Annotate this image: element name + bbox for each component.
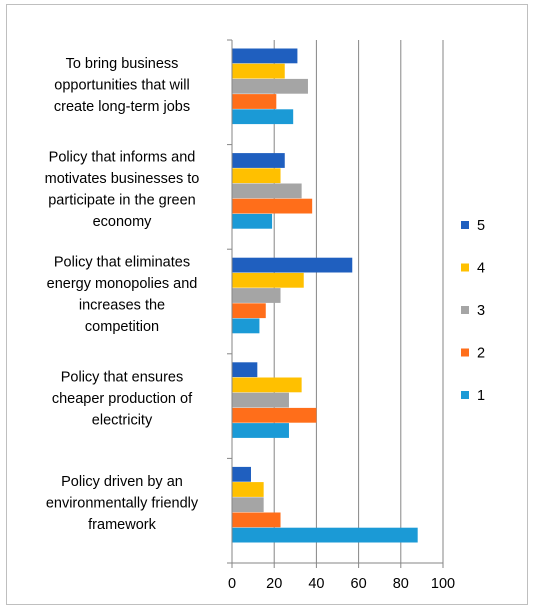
axes <box>227 39 444 568</box>
bar-series-3 <box>232 183 302 199</box>
x-tick-label: 60 <box>351 576 367 592</box>
bar-series-5 <box>232 153 285 168</box>
bar-series-3 <box>232 497 264 513</box>
bar-series-2 <box>232 407 317 423</box>
legend-label: 4 <box>477 261 485 277</box>
bar-series-2 <box>232 512 281 528</box>
legend-swatch-3 <box>461 306 469 314</box>
bar-series-1 <box>232 318 260 334</box>
category-label: Policy driven by an environmentally frien… <box>46 474 199 533</box>
category-label-line: increases the <box>79 297 165 313</box>
category-label-line: cheaper production of <box>52 391 193 407</box>
legend-swatch-5 <box>461 221 469 229</box>
category-label-line: competition <box>85 319 159 335</box>
tick-labels: 0 20 40 60 80 100 <box>228 576 455 592</box>
bar-series-4 <box>232 168 281 184</box>
bar-series-5 <box>232 48 298 64</box>
bar-series-5 <box>232 466 251 482</box>
legend-label: 5 <box>477 218 485 234</box>
category-label-line: framework <box>88 517 156 533</box>
bar-series-4 <box>232 272 304 288</box>
x-tick-label: 40 <box>308 576 324 592</box>
legend-label: 1 <box>477 388 485 404</box>
category-label-line: electricity <box>92 413 153 429</box>
bar-series-3 <box>232 392 289 408</box>
legend-swatch-1 <box>461 391 469 399</box>
category-label-line: energy monopolies and <box>47 276 198 292</box>
bar-series-3 <box>232 78 308 94</box>
bar-series-1 <box>232 423 289 438</box>
category-label: Policy that eliminates energy monopolies … <box>47 254 198 335</box>
category-label: Policy that ensures cheaper production of… <box>52 370 193 429</box>
category-label-line: Policy that informs and <box>49 150 196 166</box>
category-label-line: Policy that eliminates <box>54 254 190 270</box>
legend-swatch-2 <box>461 348 469 357</box>
x-tick-label: 0 <box>228 576 236 592</box>
category-label-line: opportunities that will <box>54 77 189 93</box>
bars <box>232 48 418 543</box>
category-label-line: economy <box>93 214 153 230</box>
bar-series-5 <box>232 257 353 273</box>
bar-series-1 <box>232 213 273 229</box>
bar-series-1 <box>232 109 294 125</box>
x-tick-label: 80 <box>393 576 409 592</box>
category-labels: To bring business opportunities that will… <box>45 56 200 533</box>
category-label-line: motivates businesses to <box>45 171 200 187</box>
bar-series-3 <box>232 288 281 303</box>
category-label-line: create long-term jobs <box>54 99 190 115</box>
bar-series-1 <box>232 527 418 543</box>
bar-series-2 <box>232 94 277 109</box>
category-label-line: environmentally friendly <box>46 496 199 512</box>
category-label-line: To bring business <box>66 56 179 72</box>
x-tick-label: 100 <box>431 576 455 592</box>
bar-series-2 <box>232 303 266 319</box>
grid-lines <box>273 40 444 563</box>
bar-series-4 <box>232 63 285 79</box>
category-label: Policy that informs and motivates busines… <box>45 150 200 231</box>
category-label-line: Policy that ensures <box>61 370 184 386</box>
bar-series-4 <box>232 377 302 393</box>
category-label: To bring business opportunities that will… <box>54 56 190 115</box>
bar-series-4 <box>232 482 264 497</box>
legend-label: 3 <box>477 303 485 319</box>
legend-label: 2 <box>477 346 485 362</box>
category-label-line: participate in the green <box>48 193 196 209</box>
legend: 5 4 3 2 1 <box>461 218 485 404</box>
bar-series-2 <box>232 198 313 214</box>
category-label-line: Policy driven by an <box>61 474 183 490</box>
bar-series-5 <box>232 362 258 378</box>
legend-swatch-4 <box>461 263 469 272</box>
x-tick-label: 20 <box>266 576 282 592</box>
